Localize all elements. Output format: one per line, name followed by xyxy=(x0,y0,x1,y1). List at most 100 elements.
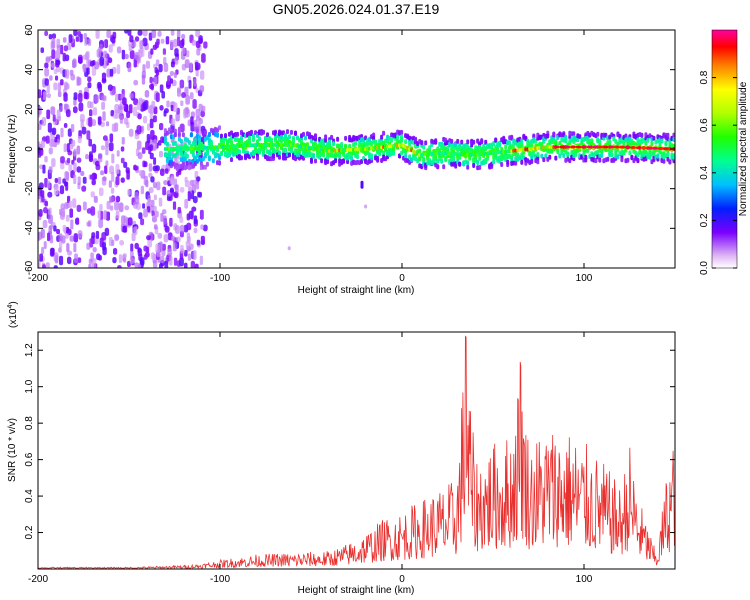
colorbar: 0.0 0.2 0.4 0.6 0.8 Normalized spectral ampl… xyxy=(699,29,749,275)
heatmap-cell xyxy=(160,168,165,177)
heatmap-cell xyxy=(73,92,78,101)
heatmap-cell xyxy=(189,62,193,72)
heatmap-cell xyxy=(652,151,656,156)
heatmap-cell xyxy=(124,53,129,60)
heatmap-cell xyxy=(146,123,151,131)
heatmap-cell xyxy=(92,60,96,66)
heatmap-cell xyxy=(90,191,95,198)
heatmap-cell xyxy=(138,212,143,220)
heatmap-cell xyxy=(77,257,82,263)
snr-x-tick-label: -200 xyxy=(28,574,48,585)
heatmap-y-tick-label: 0 xyxy=(24,146,35,152)
heatmap-cell xyxy=(143,101,147,111)
heatmap-cell xyxy=(258,136,261,142)
heatmap-cell xyxy=(570,145,577,149)
heatmap-cell xyxy=(91,262,97,268)
heatmap-cell xyxy=(166,100,170,108)
heatmap-cell xyxy=(111,123,117,132)
colorbar-ticks: 0.0 0.2 0.4 0.6 0.8 xyxy=(699,70,737,275)
heatmap-cell xyxy=(40,190,45,198)
heatmap-cell xyxy=(167,153,171,159)
heatmap-cell xyxy=(138,170,143,176)
heatmap-cell xyxy=(105,147,109,156)
heatmap-cell xyxy=(153,224,158,230)
heatmap-cell xyxy=(64,181,68,187)
heatmap-cell xyxy=(170,30,175,36)
heatmap-cell xyxy=(177,87,181,93)
heatmap-cell xyxy=(81,185,87,192)
heatmap-cell xyxy=(193,142,197,148)
heatmap-cell xyxy=(101,101,105,110)
heatmap-cell xyxy=(115,195,121,203)
heatmap-cell xyxy=(348,143,352,149)
heatmap-cell xyxy=(184,198,189,209)
heatmap-cell xyxy=(186,232,191,242)
heatmap-cell xyxy=(138,49,143,58)
heatmap-cell xyxy=(185,153,189,159)
heatmap-cell xyxy=(194,263,199,268)
heatmap-cell xyxy=(147,105,152,114)
heatmap-cell xyxy=(149,76,153,84)
heatmap-cell xyxy=(478,155,482,161)
heatmap-cell xyxy=(48,166,53,174)
heatmap-cell xyxy=(53,252,59,263)
heatmap-cell xyxy=(133,165,139,171)
heatmap-cell xyxy=(163,62,169,73)
heatmap-cell xyxy=(99,204,103,211)
heatmap-cell xyxy=(608,139,612,145)
snr-y-multiplier: (x104) xyxy=(7,301,19,328)
heatmap-cell xyxy=(542,157,546,163)
heatmap-cell xyxy=(672,154,675,160)
heatmap-cell xyxy=(108,180,112,188)
heatmap-cell xyxy=(143,115,148,124)
snr-series-line xyxy=(38,335,675,569)
heatmap-cell xyxy=(446,145,450,151)
heatmap-cell xyxy=(258,149,261,155)
heatmap-cell xyxy=(150,48,154,55)
heatmap-cell xyxy=(47,191,53,198)
heatmap-cell xyxy=(152,182,157,189)
heatmap-cell xyxy=(240,155,243,161)
heatmap-cell xyxy=(266,132,269,138)
heatmap-cell xyxy=(93,173,97,180)
heatmap-cell xyxy=(256,155,259,161)
heatmap-cell xyxy=(66,157,71,164)
heatmap-cell xyxy=(143,175,148,186)
heatmap-cell xyxy=(558,140,562,146)
heatmap-cell xyxy=(133,226,138,236)
heatmap-cell xyxy=(554,155,558,161)
heatmap-cell xyxy=(118,105,123,116)
heatmap-cell xyxy=(156,38,160,45)
heatmap-cell xyxy=(160,255,165,264)
heatmap-cell xyxy=(51,158,56,168)
heatmap-cell xyxy=(104,39,108,49)
heatmap-cell xyxy=(141,74,146,85)
heatmap-cell xyxy=(390,137,394,143)
heatmap-cell xyxy=(548,154,552,160)
heatmap-cell xyxy=(53,225,57,232)
heatmap-cell xyxy=(121,137,125,145)
heatmap-cell xyxy=(112,257,117,264)
heatmap-cell xyxy=(284,147,287,153)
heatmap-cell xyxy=(110,196,115,203)
heatmap-cell xyxy=(179,257,184,267)
chart-title: GN05.2026.024.01.37.E19 xyxy=(273,1,440,17)
heatmap-cell xyxy=(126,110,130,119)
heatmap-cell xyxy=(109,133,114,143)
heatmap-cell xyxy=(134,195,140,205)
heatmap-cell xyxy=(38,209,43,217)
heatmap-cell xyxy=(63,103,68,111)
heatmap-cell xyxy=(77,230,83,239)
heatmap-cell xyxy=(199,255,203,266)
heatmap-cell xyxy=(564,136,568,142)
heatmap-cell xyxy=(123,161,128,168)
heatmap-cell xyxy=(175,184,179,193)
heatmap-cell xyxy=(564,145,571,149)
heatmap-cell xyxy=(606,156,610,162)
heatmap-cell xyxy=(350,156,354,162)
heatmap-cell xyxy=(65,214,70,222)
heatmap-cell xyxy=(536,159,540,165)
heatmap-cell xyxy=(139,257,145,266)
heatmap-cell xyxy=(57,82,61,92)
heatmap-cell xyxy=(200,235,205,245)
